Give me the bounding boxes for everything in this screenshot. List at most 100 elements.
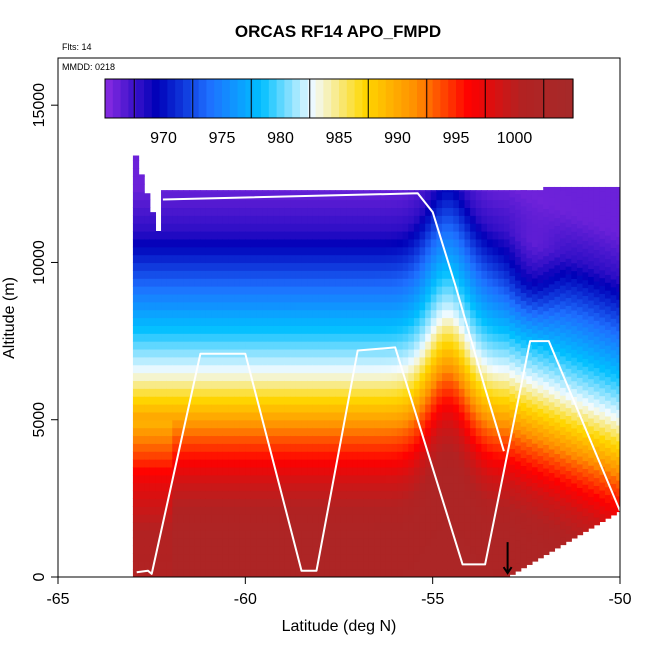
- field-cell: [363, 364, 370, 374]
- field-cell: [413, 372, 421, 382]
- field-cell: [245, 325, 252, 334]
- field-cell: [161, 190, 168, 193]
- field-cell: [211, 270, 218, 279]
- field-cell: [205, 238, 213, 248]
- field-cell: [458, 231, 466, 240]
- field-cell: [228, 341, 235, 350]
- field-cell: [582, 263, 589, 273]
- field-cell: [166, 451, 173, 460]
- field-cell: [346, 293, 353, 303]
- field-cell: [352, 309, 359, 319]
- field-cell: [234, 498, 241, 507]
- field-cell: [161, 309, 168, 319]
- field-cell: [430, 278, 438, 287]
- field-cell: [576, 393, 584, 402]
- field-cell: [324, 521, 331, 531]
- field-cell: [250, 262, 258, 271]
- field-cell: [503, 325, 511, 334]
- field-cell: [616, 338, 620, 347]
- field-cell: [498, 278, 505, 287]
- field-cell: [571, 302, 578, 311]
- field-cell: [301, 223, 308, 232]
- field-cell: [543, 224, 550, 233]
- field-cell: [520, 402, 527, 411]
- field-cell: [408, 325, 415, 334]
- field-cell: [172, 388, 179, 397]
- field-cell: [234, 569, 241, 577]
- field-cell: [486, 514, 494, 523]
- field-cell: [385, 380, 393, 389]
- field-cell: [486, 380, 494, 389]
- field-cell: [610, 357, 617, 366]
- field-cell: [183, 317, 190, 326]
- field-cell: [239, 270, 246, 279]
- field-cell: [554, 241, 561, 250]
- field-cell: [205, 254, 213, 264]
- field-cell: [161, 293, 168, 303]
- field-cell: [397, 411, 404, 421]
- field-cell: [183, 215, 190, 224]
- field-cell: [346, 317, 353, 326]
- field-cell: [132, 317, 140, 326]
- field-cell: [324, 451, 331, 460]
- field-cell: [250, 215, 258, 224]
- field-cell: [250, 190, 258, 193]
- field-cell: [560, 292, 567, 302]
- field-cell: [425, 223, 432, 232]
- field-cell: [262, 356, 269, 366]
- field-cell: [498, 190, 505, 193]
- field-cell: [408, 301, 415, 311]
- field-cell: [144, 246, 151, 256]
- field-cell: [565, 462, 572, 472]
- field-cell: [397, 309, 404, 319]
- field-cell: [352, 231, 359, 240]
- field-cell: [498, 521, 505, 531]
- field-cell: [560, 285, 567, 294]
- field-cell: [408, 474, 415, 484]
- field-cell: [132, 341, 140, 350]
- field-cell: [436, 262, 443, 271]
- field-cell: [515, 421, 522, 430]
- field-cell: [200, 246, 207, 256]
- field-cell: [138, 459, 145, 468]
- field-cell: [234, 215, 241, 224]
- field-cell: [413, 396, 421, 405]
- field-cell: [138, 333, 145, 342]
- field-cell: [531, 545, 539, 554]
- field-cell: [250, 514, 258, 523]
- field-cell: [430, 286, 438, 295]
- field-cell: [413, 443, 421, 452]
- colorbar-segment: [479, 79, 488, 118]
- field-cell: [588, 315, 595, 325]
- field-cell: [335, 553, 342, 562]
- field-cell: [492, 435, 499, 444]
- field-cell: [161, 246, 168, 256]
- field-cell: [565, 478, 572, 487]
- field-cell: [447, 325, 454, 334]
- field-cell: [458, 474, 466, 484]
- field-cell: [492, 545, 499, 555]
- field-cell: [132, 404, 140, 413]
- field-cell: [189, 286, 196, 295]
- field-cell: [385, 411, 393, 421]
- field-cell: [498, 569, 505, 577]
- field-cell: [329, 301, 336, 311]
- field-cell: [543, 200, 550, 210]
- field-cell: [234, 482, 241, 492]
- field-cell: [138, 341, 145, 350]
- field-cell: [548, 409, 556, 419]
- field-cell: [172, 490, 179, 499]
- field-cell: [599, 222, 606, 232]
- field-cell: [144, 529, 151, 539]
- field-cell: [290, 545, 297, 555]
- field-cell: [560, 206, 567, 215]
- field-cell: [599, 269, 606, 279]
- field-cell: [161, 215, 168, 224]
- field-cell: [402, 506, 409, 515]
- field-cell: [442, 223, 449, 232]
- field-cell: [352, 411, 359, 421]
- field-cell: [352, 404, 359, 413]
- field-cell: [262, 506, 269, 515]
- field-cell: [436, 514, 443, 523]
- field-cell: [593, 414, 600, 424]
